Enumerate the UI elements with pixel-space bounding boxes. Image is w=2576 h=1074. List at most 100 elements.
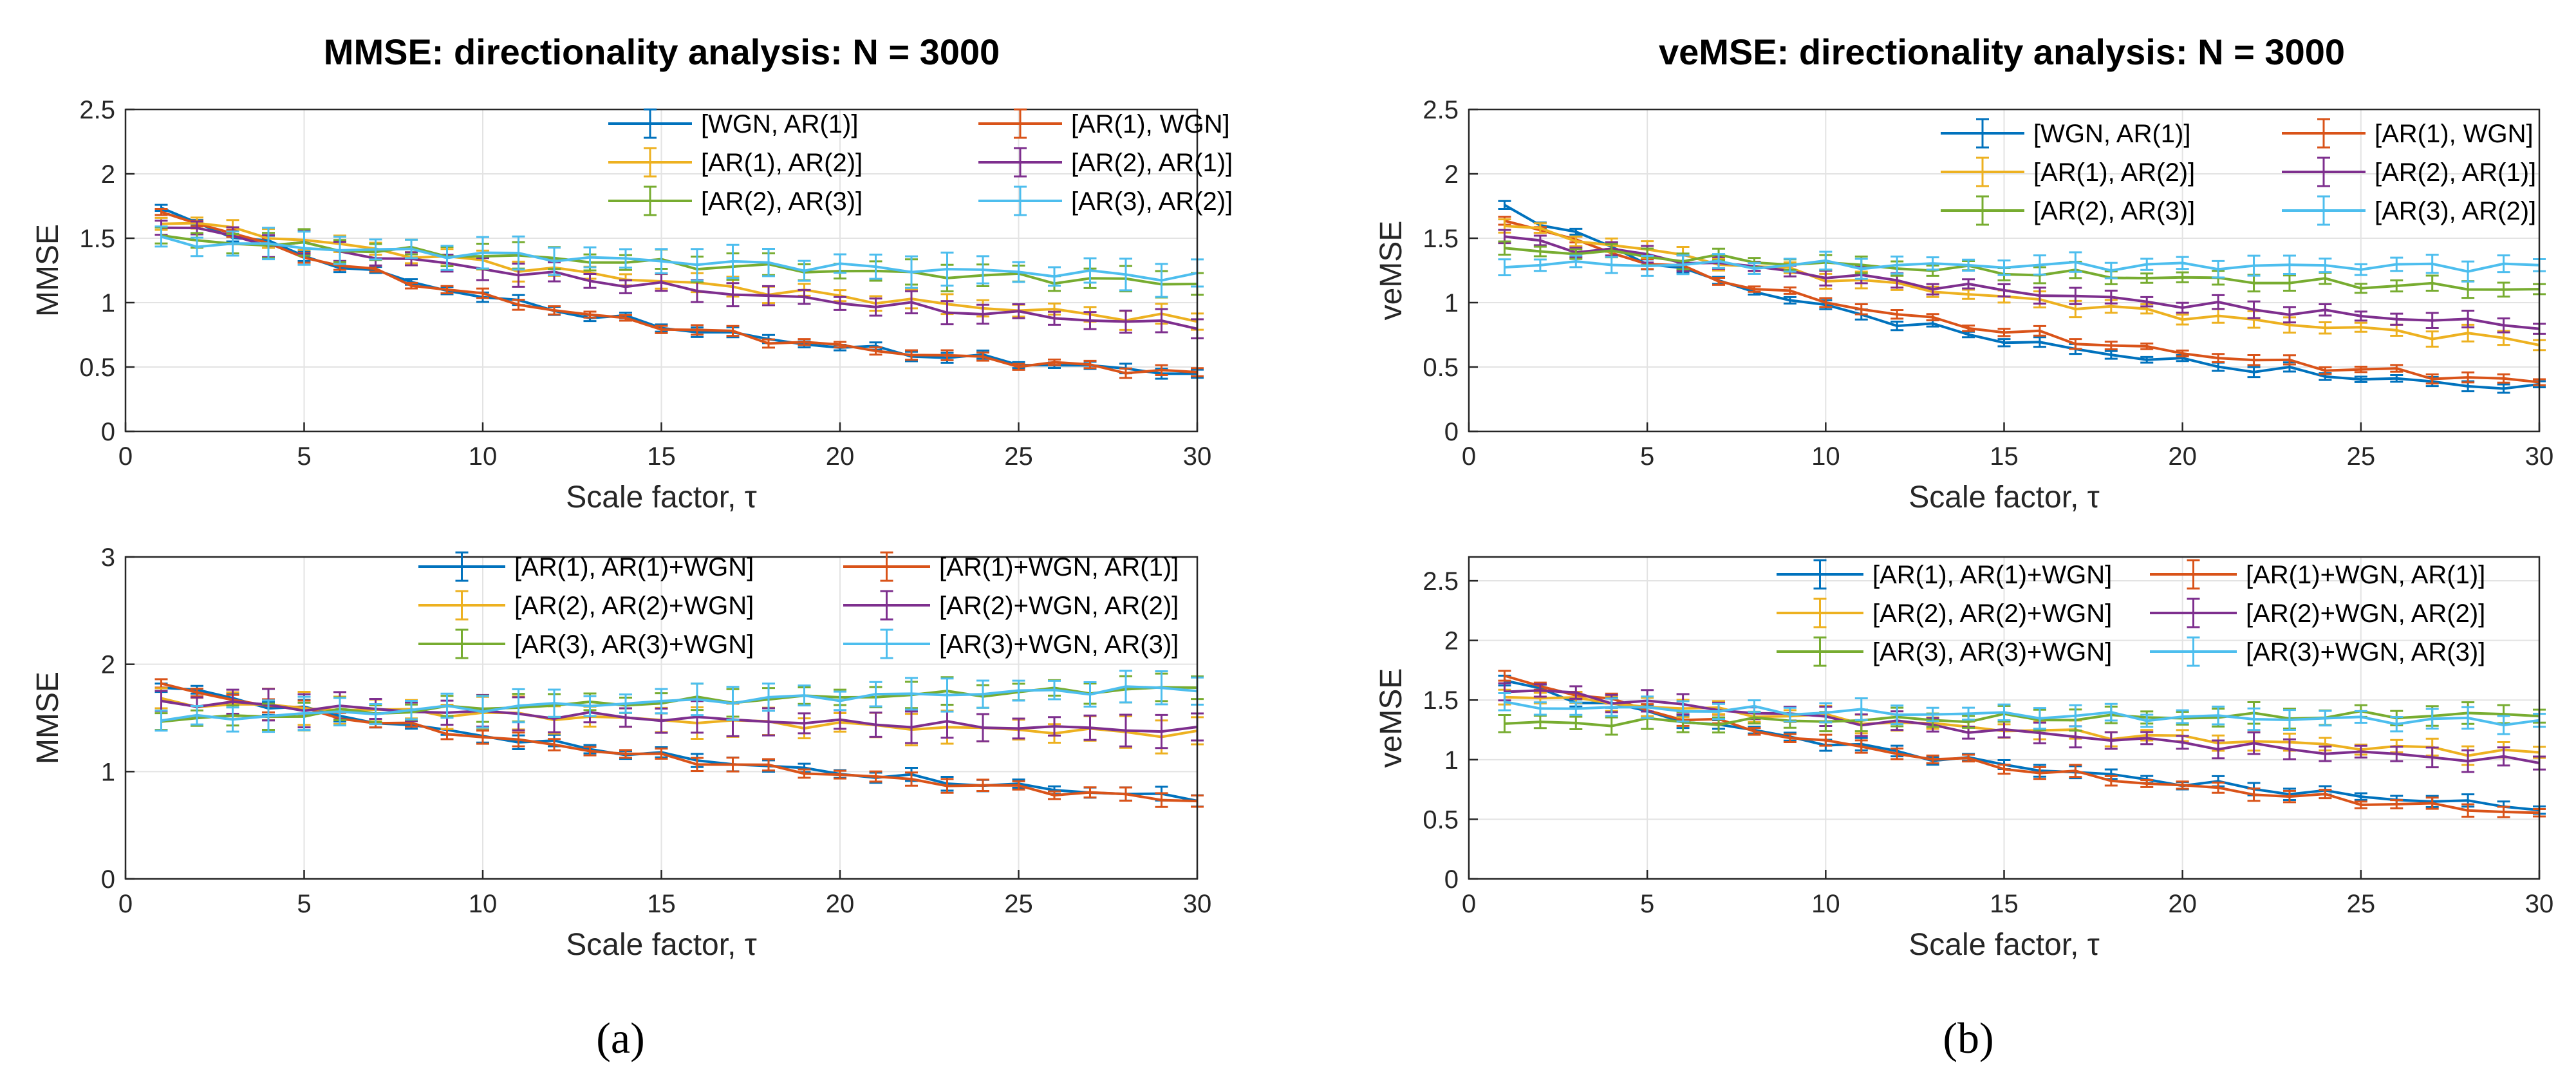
error-bar <box>1783 733 1797 743</box>
error-bar <box>2390 746 2403 762</box>
error-bar <box>762 683 775 712</box>
error-bar <box>869 711 882 738</box>
error-bar <box>2425 796 2439 810</box>
error-bar <box>1854 739 1868 754</box>
error-bar <box>905 710 918 744</box>
legend-item: [AR(2), AR(3)] <box>608 185 863 216</box>
series-line <box>1504 674 2540 815</box>
error-bar <box>940 778 954 794</box>
error-bar <box>798 684 811 707</box>
legend-item: [AR(2)+WGN, AR(2)] <box>2150 598 2485 628</box>
error-bar <box>619 279 632 294</box>
series-1 <box>154 207 1204 379</box>
series-line <box>1504 219 2540 384</box>
legend-item: [AR(3), AR(3)+WGN] <box>418 628 754 659</box>
error-bar <box>1498 714 1511 733</box>
error-bar <box>1533 258 1547 272</box>
legend-label: [AR(1), AR(1)+WGN] <box>1872 561 2112 589</box>
error-bar <box>476 695 489 729</box>
legend-item: [AR(3), AR(2)] <box>2282 195 2536 226</box>
y-tick-label: 1 <box>101 758 115 786</box>
error-bar <box>2497 317 2510 334</box>
error-bar <box>548 247 561 276</box>
error-bar <box>762 248 775 278</box>
legend-label: [AR(3), AR(2)] <box>2375 197 2536 225</box>
error-bar <box>1997 764 2011 775</box>
error-bar <box>440 245 454 271</box>
error-bar <box>512 688 525 724</box>
error-bar <box>2425 746 2439 769</box>
x-tick-label: 30 <box>1183 442 1212 471</box>
y-tick-label: 0.5 <box>1423 353 1459 382</box>
error-bar <box>2497 806 2510 818</box>
error-bar <box>1854 303 1868 316</box>
error-bar <box>2247 787 2261 802</box>
y-tick-label: 2 <box>101 651 115 679</box>
y-tick-label: 0 <box>1444 418 1459 446</box>
error-bar <box>2212 294 2225 310</box>
error-bar <box>2390 279 2403 293</box>
error-bar <box>1997 259 2011 276</box>
x-tick-label: 10 <box>469 890 498 918</box>
x-tick-label: 5 <box>1640 890 1654 918</box>
error-bar <box>940 349 954 361</box>
error-bar <box>2033 766 2046 780</box>
error-bar <box>2354 365 2367 373</box>
error-bar <box>869 681 882 708</box>
series-1 <box>1498 216 2546 386</box>
caption-a: (a) <box>596 1013 644 1062</box>
y-tick-label: 1.5 <box>1423 225 1459 253</box>
series-line <box>160 207 1198 375</box>
error-bar <box>1155 792 1168 808</box>
error-bar <box>2425 312 2439 330</box>
legend-item: [AR(1), AR(1)+WGN] <box>418 551 754 582</box>
error-bar <box>2140 355 2154 364</box>
error-bar <box>619 693 632 714</box>
y-tick-label: 2 <box>1444 160 1459 189</box>
error-bar <box>2176 735 2189 750</box>
error-bar <box>1962 753 1975 763</box>
error-bar <box>976 679 989 709</box>
error-bar <box>2461 371 2475 384</box>
error-bar <box>369 703 382 726</box>
y-tick-label: 0 <box>101 418 115 446</box>
error-bar <box>1119 309 1132 334</box>
error-bar <box>2282 354 2296 366</box>
error-bar <box>1119 367 1132 379</box>
error-bar <box>834 690 846 711</box>
error-bar <box>476 730 489 745</box>
legend-label: [AR(2)+WGN, AR(2)] <box>939 592 1179 620</box>
legend-label: [AR(1), WGN] <box>2375 120 2534 148</box>
error-bar <box>2212 705 2225 726</box>
error-bar <box>976 713 989 742</box>
axes-frame <box>124 108 1199 433</box>
error-bar <box>2282 274 2296 292</box>
legend-label: [AR(3), AR(3)+WGN] <box>1872 638 2112 666</box>
error-bar <box>1748 699 1761 713</box>
error-bar <box>1890 309 1904 320</box>
series-line <box>161 221 1198 323</box>
error-bar <box>1962 706 1975 721</box>
legend-item: [AR(2), AR(1)] <box>2282 156 2536 187</box>
x-tick-label: 20 <box>2168 890 2197 918</box>
caption-b: (b) <box>1943 1013 1993 1062</box>
error-bar <box>1533 234 1547 247</box>
series-3 <box>1498 229 2546 335</box>
y-tick-label: 2.5 <box>1423 567 1459 596</box>
error-bar <box>798 712 811 735</box>
error-bar <box>2461 706 2475 730</box>
series-2 <box>154 687 1204 755</box>
error-bar <box>583 695 597 717</box>
axes-frame <box>1468 108 2541 433</box>
error-bar <box>154 710 168 732</box>
y-tick-label: 0 <box>1444 865 1459 894</box>
error-bar <box>1783 286 1797 295</box>
x-tick-label: 10 <box>469 442 498 471</box>
error-bar <box>2282 709 2296 731</box>
error-bar <box>333 697 346 727</box>
error-bar <box>2354 283 2367 294</box>
series-5 <box>154 225 1204 298</box>
error-bar <box>2104 731 2118 750</box>
error-bar <box>2069 251 2082 273</box>
